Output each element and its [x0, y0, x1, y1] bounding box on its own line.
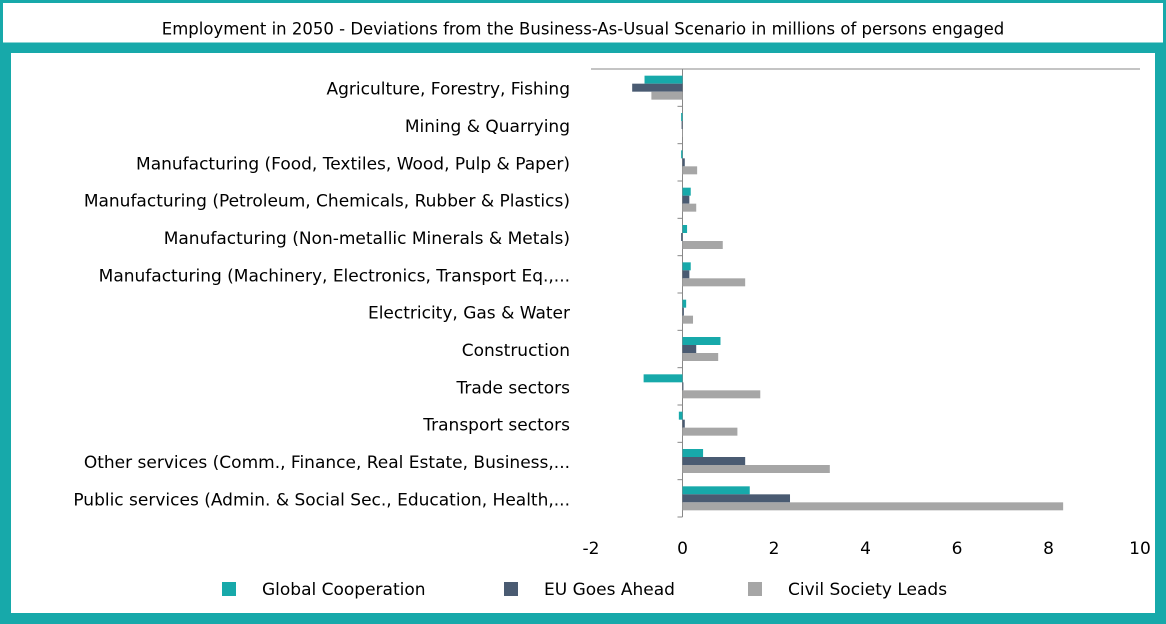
legend-swatch [222, 582, 236, 596]
bar [682, 203, 697, 212]
bar [682, 315, 694, 324]
bar [682, 187, 691, 196]
bar [682, 307, 684, 316]
bar [682, 465, 830, 473]
x-tick-label: 0 [677, 539, 688, 559]
bar [682, 390, 761, 399]
bar [682, 353, 719, 361]
chart-title: Employment in 2050 - Deviations from the… [162, 20, 1004, 39]
bar [681, 121, 683, 129]
y-tick-label: Mining & Quarrying [405, 117, 570, 137]
x-tick-label: 10 [1129, 539, 1151, 559]
bar [682, 486, 750, 495]
bar [682, 262, 691, 271]
bar [682, 270, 690, 279]
bar [644, 75, 683, 84]
y-tick-label: Manufacturing (Non-metallic Minerals & M… [164, 229, 570, 249]
bar [651, 91, 683, 100]
bar [682, 494, 791, 503]
bar [682, 337, 721, 345]
y-tick-label: Public services (Admin. & Social Sec., E… [73, 490, 570, 510]
bar [681, 113, 683, 121]
y-tick-label: Manufacturing (Machinery, Electronics, T… [99, 266, 570, 286]
y-tick-label: Manufacturing (Food, Textiles, Wood, Pul… [136, 154, 570, 174]
bar [682, 382, 684, 391]
bar [682, 278, 746, 287]
bar [682, 158, 685, 167]
chart-frame [3, 45, 1163, 621]
y-tick-label: Transport sectors [422, 416, 570, 436]
bar [681, 150, 683, 159]
bar [682, 457, 746, 465]
bar [682, 299, 687, 308]
legend-swatch [504, 582, 518, 596]
bar [681, 233, 683, 241]
bar [682, 419, 685, 428]
bar [682, 195, 690, 204]
y-tick-label: Manufacturing (Petroleum, Chemicals, Rub… [84, 192, 570, 212]
bar [678, 411, 683, 420]
bar [632, 83, 683, 92]
legend-swatch [748, 582, 762, 596]
bar [682, 241, 723, 249]
bar [682, 449, 704, 457]
x-tick-label: -2 [583, 539, 600, 559]
bar [682, 166, 698, 175]
bar [682, 502, 1064, 511]
bar [682, 345, 697, 353]
x-tick-label: 6 [952, 539, 963, 559]
y-tick-label: Electricity, Gas & Water [368, 304, 570, 324]
x-tick-label: 8 [1043, 539, 1054, 559]
x-tick-label: 2 [769, 539, 780, 559]
y-tick-label: Other services (Comm., Finance, Real Est… [84, 453, 570, 473]
legend-label: Civil Society Leads [788, 580, 947, 600]
legend-label: EU Goes Ahead [544, 580, 675, 600]
legend-label: Global Cooperation [262, 580, 426, 600]
x-tick-label: 4 [860, 539, 871, 559]
bar [682, 427, 738, 436]
bar [643, 374, 683, 383]
y-tick-label: Agriculture, Forestry, Fishing [326, 80, 570, 100]
bar [682, 225, 688, 233]
y-tick-label: Construction [462, 341, 570, 361]
y-tick-label: Trade sectors [455, 378, 570, 398]
